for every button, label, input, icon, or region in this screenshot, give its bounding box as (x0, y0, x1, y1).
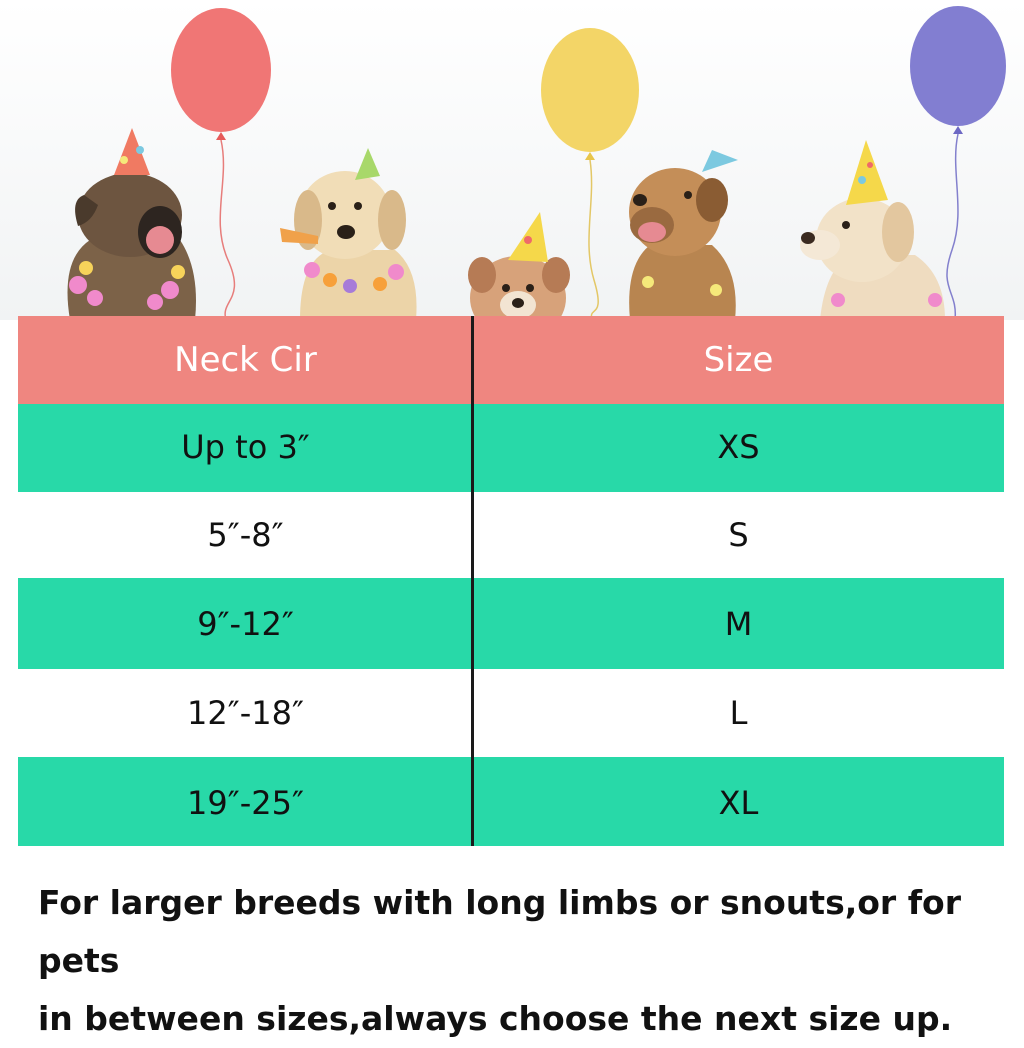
table-row: 19″-25″ XL (18, 760, 1004, 846)
size-chart-table: Neck Cir Size Up to 3″ XS 5″-8″ S 9″-12″… (18, 316, 1004, 846)
party-dog-icon (468, 212, 570, 320)
red-balloon-icon (171, 8, 271, 320)
table-row: 5″-8″ S (18, 489, 1004, 581)
neck-cell: 5″-8″ (207, 516, 284, 554)
neck-cell: 19″-25″ (187, 784, 304, 822)
party-dog-icon (280, 148, 417, 320)
header-size: Size (703, 340, 774, 380)
size-cell: L (729, 694, 748, 732)
neck-cell: Up to 3″ (181, 427, 310, 466)
table-header: Neck Cir Size (18, 316, 1004, 404)
party-dog-icon (800, 140, 945, 320)
table-row: 12″-18″ L (18, 666, 1004, 760)
size-cell: M (724, 604, 753, 643)
party-dogs-banner (0, 0, 1024, 320)
yellow-balloon-icon (541, 28, 639, 320)
neck-cell: 9″-12″ (197, 604, 294, 643)
column-divider (471, 316, 474, 846)
party-dog-icon (67, 128, 196, 320)
table-row: Up to 3″ XS (18, 404, 1004, 489)
header-neck-cir: Neck Cir (174, 340, 317, 380)
size-cell: XL (718, 784, 759, 822)
size-cell: S (728, 516, 749, 554)
table-row: 9″-12″ M (18, 581, 1004, 666)
sizing-note-line-1: For larger breeds with long limbs or sno… (38, 883, 962, 980)
neck-cell: 12″-18″ (187, 694, 304, 732)
purple-balloon-icon (910, 6, 1006, 320)
sizing-note: For larger breeds with long limbs or sno… (38, 874, 1008, 1048)
size-cell: XS (717, 427, 760, 466)
party-dog-icon (629, 150, 738, 320)
sizing-note-line-2: in between sizes,always choose the next … (38, 999, 953, 1038)
